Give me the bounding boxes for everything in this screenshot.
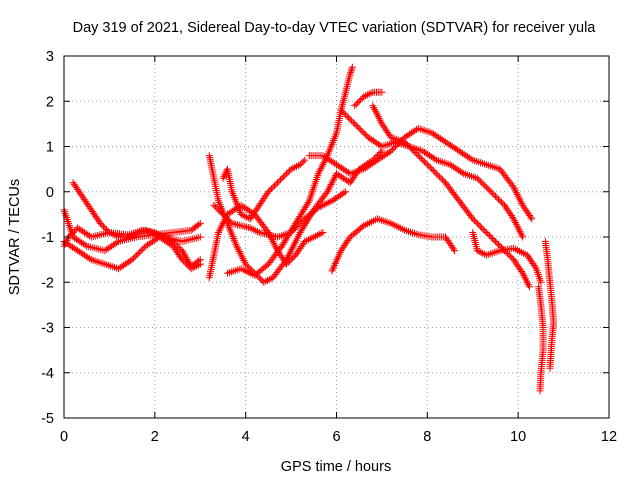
y-tick-label: -2 [41, 275, 54, 291]
data-points [60, 63, 558, 395]
series-track-9 [224, 63, 356, 279]
chart-title: Day 319 of 2021, Sidereal Day-to-day VTE… [73, 20, 597, 36]
x-tick-label: 2 [151, 429, 159, 445]
series-track-11 [305, 124, 536, 223]
data-marks [328, 215, 459, 275]
data-marks [337, 106, 527, 241]
y-tick-label: -5 [41, 411, 54, 427]
x-tick-label: 6 [332, 429, 340, 445]
data-marks [469, 229, 545, 286]
series-track-13 [351, 88, 386, 110]
y-tick-label: 0 [46, 185, 54, 201]
data-marks [351, 88, 386, 110]
x-tick-label: 10 [510, 429, 526, 445]
y-tick-label: -1 [41, 230, 54, 246]
series-track-12 [337, 106, 527, 241]
y-tick-label: -3 [41, 321, 54, 337]
x-tick-label: 0 [60, 429, 68, 445]
series-track-17 [541, 238, 558, 372]
data-marks [541, 238, 558, 372]
series-track-14 [369, 102, 533, 291]
data-marks [69, 179, 204, 270]
grid [64, 56, 609, 418]
series-track-10 [328, 215, 459, 275]
data-marks [535, 283, 547, 395]
y-tick-label: -4 [41, 366, 54, 382]
y-axis-label: SDTVAR / TECUs [7, 179, 23, 295]
data-marks [369, 102, 533, 291]
y-tick-label: 2 [46, 94, 54, 110]
x-tick-label: 12 [601, 429, 617, 445]
series-track-7 [219, 156, 309, 223]
y-tick-label: 1 [46, 140, 54, 156]
data-marks [224, 63, 356, 279]
x-tick-label: 4 [242, 429, 250, 445]
series-track-15 [469, 229, 545, 286]
series-track-16 [535, 283, 547, 395]
data-marks [219, 156, 309, 223]
x-tick-label: 8 [423, 429, 431, 445]
y-tick-label: 3 [46, 49, 54, 65]
x-axis-label: GPS time / hours [281, 459, 391, 475]
data-marks [305, 124, 536, 223]
series-track-3 [69, 179, 204, 270]
